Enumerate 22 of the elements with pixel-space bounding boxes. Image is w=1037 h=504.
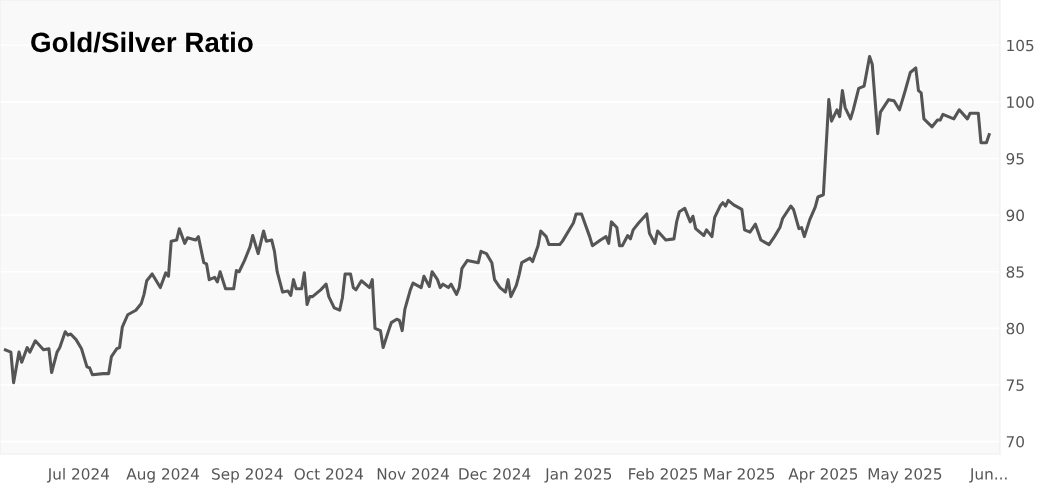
y-tick-label: 75 bbox=[1006, 379, 1024, 391]
y-tick-label: 80 bbox=[1006, 322, 1024, 335]
x-tick-label: Aug 2024 bbox=[126, 468, 199, 483]
x-tick-label: Feb 2025 bbox=[629, 467, 698, 480]
x-tick-label: Nov 2024 bbox=[377, 468, 449, 480]
x-tick-label: Dec 2024 bbox=[459, 468, 531, 480]
y-tick-label: 90 bbox=[1006, 209, 1024, 222]
y-tick-label: 95 bbox=[1006, 152, 1024, 165]
x-tick-label: May 2025 bbox=[868, 468, 942, 483]
x-tick-label: Mar 2025 bbox=[704, 468, 775, 480]
x-tick-label: Sep 2024 bbox=[212, 468, 283, 483]
x-tick-label: Apr 2025 bbox=[788, 468, 858, 483]
y-tick-label: 70 bbox=[1006, 436, 1024, 448]
text: Gold/Silver Ratio bbox=[31, 31, 253, 53]
x-tick-label: Oct 2024 bbox=[294, 468, 364, 480]
line-series bbox=[3, 55, 991, 385]
y-tick-label: 85 bbox=[1006, 266, 1024, 278]
x-tick-label: Jul 2024 bbox=[46, 467, 110, 483]
y-tick-label: 100 bbox=[1007, 96, 1034, 108]
x-tick-label: Jan 2025 bbox=[544, 468, 612, 483]
x-tick-label: Jun... bbox=[969, 468, 1007, 483]
y-tick-label: 105 bbox=[1007, 39, 1034, 52]
